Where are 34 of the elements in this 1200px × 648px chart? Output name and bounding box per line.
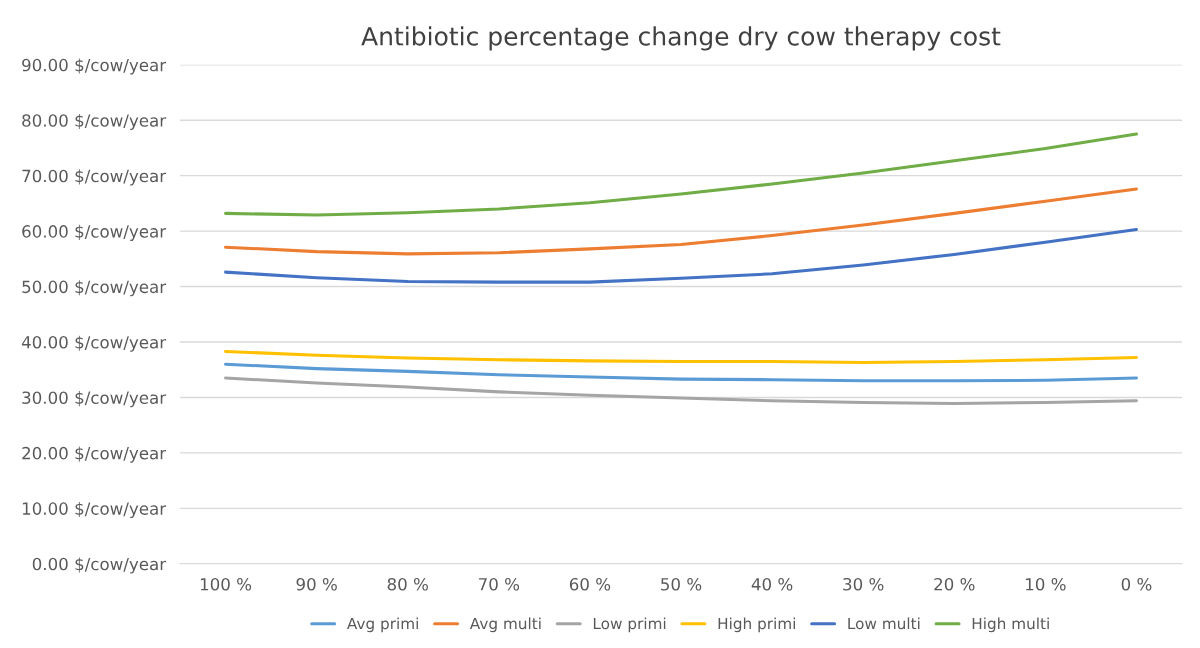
line-series bbox=[224, 362, 1138, 383]
x-tick-label: 40 % bbox=[751, 577, 793, 591]
y-tick-label: 10.00 $/cow/year bbox=[22, 501, 167, 519]
x-tick-label: 70 % bbox=[479, 577, 520, 591]
x-tick-label: 30 % bbox=[843, 577, 884, 591]
x-tick-label: 20 % bbox=[934, 577, 975, 591]
y-tick-label: 0.00 $/cow/year bbox=[32, 557, 167, 574]
x-tick-label: 60 % bbox=[569, 577, 611, 591]
x-tick-label: 100 % bbox=[200, 577, 252, 591]
y-tick-label: 50.00 $/cow/year bbox=[22, 280, 167, 297]
x-tick-label: 80 % bbox=[387, 577, 428, 591]
y-tick-label: 60.00 $/cow/year bbox=[22, 224, 167, 241]
x-tick-label: 50 % bbox=[661, 577, 702, 591]
legend-label: Low primi bbox=[593, 617, 666, 633]
y-tick-label: 70.00 $/cow/year bbox=[22, 169, 167, 186]
x-tick-label: 10 % bbox=[1026, 577, 1066, 591]
chart-title: Antibiotic percentage change dry cow therapy cost bbox=[361, 26, 1001, 51]
line-series bbox=[224, 227, 1138, 284]
y-tick-label: 20.00 $/cow/year bbox=[22, 446, 167, 463]
legend-label: High multi bbox=[972, 617, 1049, 633]
y-tick-label: 30.00 $/cow/year bbox=[22, 391, 167, 408]
legend-label: Avg primi bbox=[347, 617, 418, 633]
line-series bbox=[224, 132, 1138, 217]
line-series bbox=[224, 187, 1138, 256]
y-tick-label: 40.00 $/cow/year bbox=[21, 335, 167, 352]
y-tick-label: 80.00 $/cow/year bbox=[22, 113, 167, 131]
x-tick-label: 0 % bbox=[1121, 577, 1152, 591]
line-series bbox=[224, 349, 1138, 365]
x-tick-label: 90 % bbox=[296, 577, 337, 591]
legend-label: Avg multi bbox=[469, 617, 541, 633]
legend-label: High primi bbox=[718, 617, 795, 633]
line-series bbox=[224, 376, 1138, 406]
legend-label: Low multi bbox=[848, 617, 920, 630]
y-tick-label: 90.00 $/cow/year bbox=[22, 58, 167, 75]
